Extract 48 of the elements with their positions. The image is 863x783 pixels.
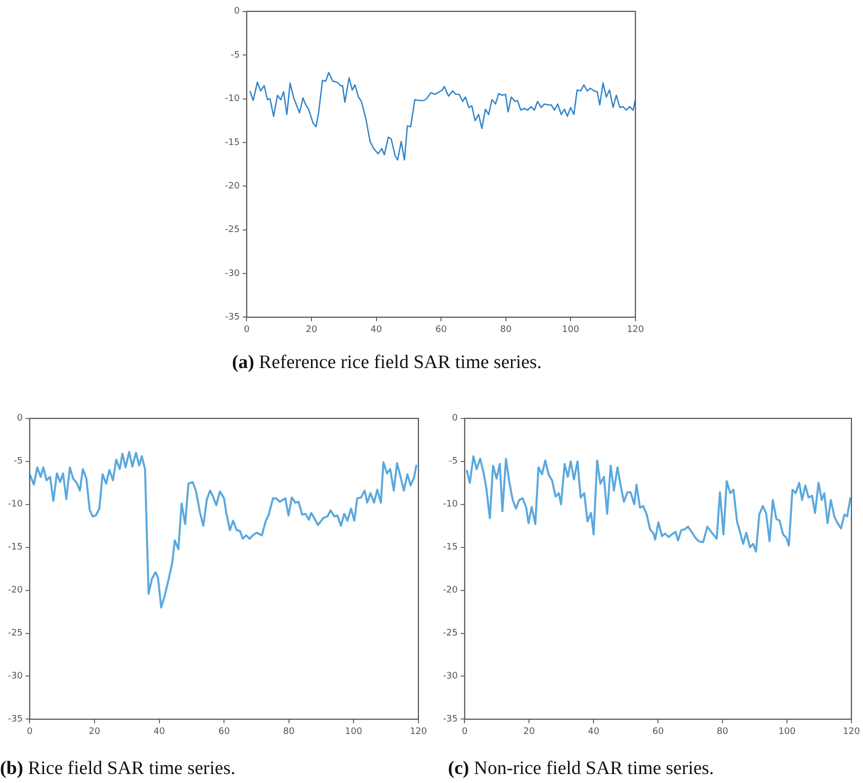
x-tick-label: 0 bbox=[244, 324, 250, 335]
y-tick-label: -10 bbox=[224, 94, 240, 104]
x-tick-label: 20 bbox=[88, 726, 100, 737]
y-tick-label: -15 bbox=[8, 542, 23, 553]
y-tick-label: -35 bbox=[8, 714, 23, 725]
y-tick-label: -30 bbox=[442, 672, 458, 682]
text: (c) Non-rice field SAR time series. bbox=[448, 758, 714, 780]
x-tick-label: 40 bbox=[370, 324, 382, 335]
y-tick-label: -30 bbox=[224, 268, 240, 279]
y-tick-label: 0 bbox=[452, 414, 458, 424]
x-tick-label: 40 bbox=[154, 726, 166, 737]
x-tick-label: 80 bbox=[716, 726, 729, 737]
y-tick-label: -35 bbox=[442, 714, 458, 725]
y-tick-label: -20 bbox=[442, 586, 458, 596]
x-tick-label: 120 bbox=[626, 324, 644, 335]
text: (a) Reference rice field SAR time series. bbox=[232, 352, 542, 374]
x-tick-label: 120 bbox=[410, 726, 428, 737]
x-tick-label: 80 bbox=[500, 324, 512, 335]
y-tick-label: -10 bbox=[8, 500, 23, 510]
y-tick-label: -20 bbox=[224, 181, 240, 192]
x-tick-label: 100 bbox=[345, 726, 362, 737]
y-tick-label: -25 bbox=[442, 628, 458, 639]
x-tick-label: 60 bbox=[218, 726, 230, 737]
x-tick-label: 40 bbox=[588, 726, 600, 737]
x-tick-label: 60 bbox=[435, 324, 448, 335]
y-tick-label: -15 bbox=[224, 138, 240, 148]
x-tick-label: 100 bbox=[562, 324, 580, 335]
y-tick-label: -30 bbox=[8, 672, 23, 682]
text: (b) Rice field SAR time series. bbox=[0, 758, 236, 780]
y-tick-label: -5 bbox=[448, 456, 458, 467]
y-tick-label: -20 bbox=[8, 586, 23, 596]
x-tick-label: 0 bbox=[462, 726, 468, 737]
y-tick-label: -5 bbox=[230, 50, 240, 60]
x-tick-label: 60 bbox=[652, 726, 664, 737]
y-tick-label: -35 bbox=[224, 312, 240, 323]
x-tick-label: 120 bbox=[842, 726, 860, 737]
x-tick-label: 20 bbox=[523, 726, 536, 737]
x-tick-label: 80 bbox=[283, 726, 295, 737]
x-tick-label: 100 bbox=[778, 726, 796, 737]
y-tick-label: -10 bbox=[442, 500, 458, 510]
y-tick-label: 0 bbox=[16, 414, 23, 424]
y-tick-label: -15 bbox=[442, 542, 458, 553]
x-tick-label: 20 bbox=[306, 324, 318, 335]
x-tick-label: 0 bbox=[26, 726, 33, 737]
y-tick-label: -5 bbox=[14, 456, 23, 467]
y-tick-label: -25 bbox=[8, 628, 23, 639]
y-tick-label: 0 bbox=[234, 6, 240, 17]
y-tick-label: -25 bbox=[224, 225, 240, 236]
